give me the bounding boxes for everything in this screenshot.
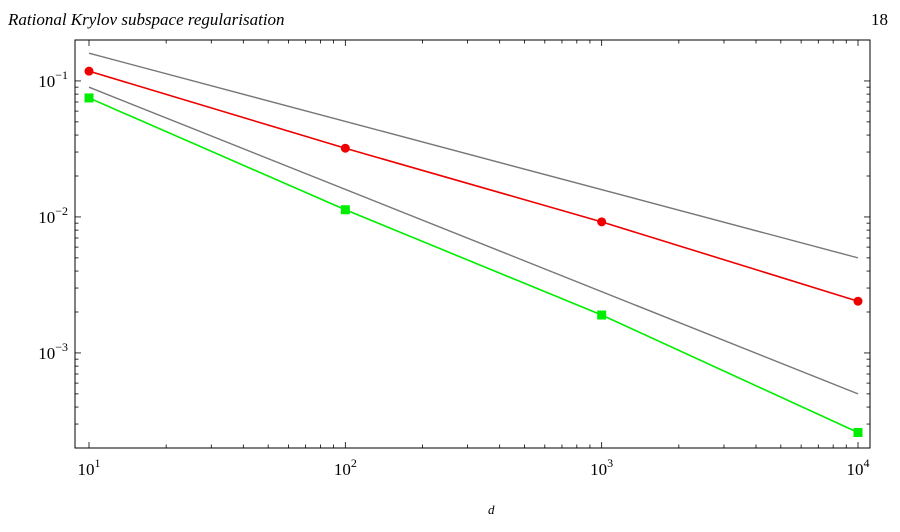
reference-lines [88, 52, 859, 395]
data-point-circle [597, 217, 607, 227]
data-point-circle [853, 296, 863, 306]
reference-line [88, 52, 859, 259]
series-layer [84, 66, 863, 438]
data-point-square [853, 428, 863, 438]
tick-labels: 101 102 103 104 10−1 10−2 10−3 [38, 68, 869, 479]
data-point-circle [84, 66, 94, 76]
series-line [88, 97, 859, 434]
page-number: 18 [871, 10, 888, 29]
data-point-square [597, 310, 607, 320]
data-point-circle [340, 143, 350, 153]
running-title: Rational Krylov subspace regularisation [8, 10, 285, 29]
y-tick-label: 10−2 [38, 204, 68, 227]
x-tick-label: 101 [78, 456, 101, 479]
y-tick-label: 10−1 [38, 68, 68, 91]
x-tick-label: 102 [334, 456, 357, 479]
x-tick-label: 104 [847, 456, 870, 479]
x-tick-label: 103 [590, 456, 613, 479]
plot-frame [74, 39, 871, 449]
data-point-square [340, 205, 350, 215]
ticks-layer [75, 39, 870, 449]
data-point-square [84, 93, 94, 103]
y-tick-label: 10−3 [38, 340, 68, 363]
series-line [88, 70, 859, 302]
clipped-axis-label: d [488, 502, 495, 517]
reference-line [88, 86, 859, 395]
